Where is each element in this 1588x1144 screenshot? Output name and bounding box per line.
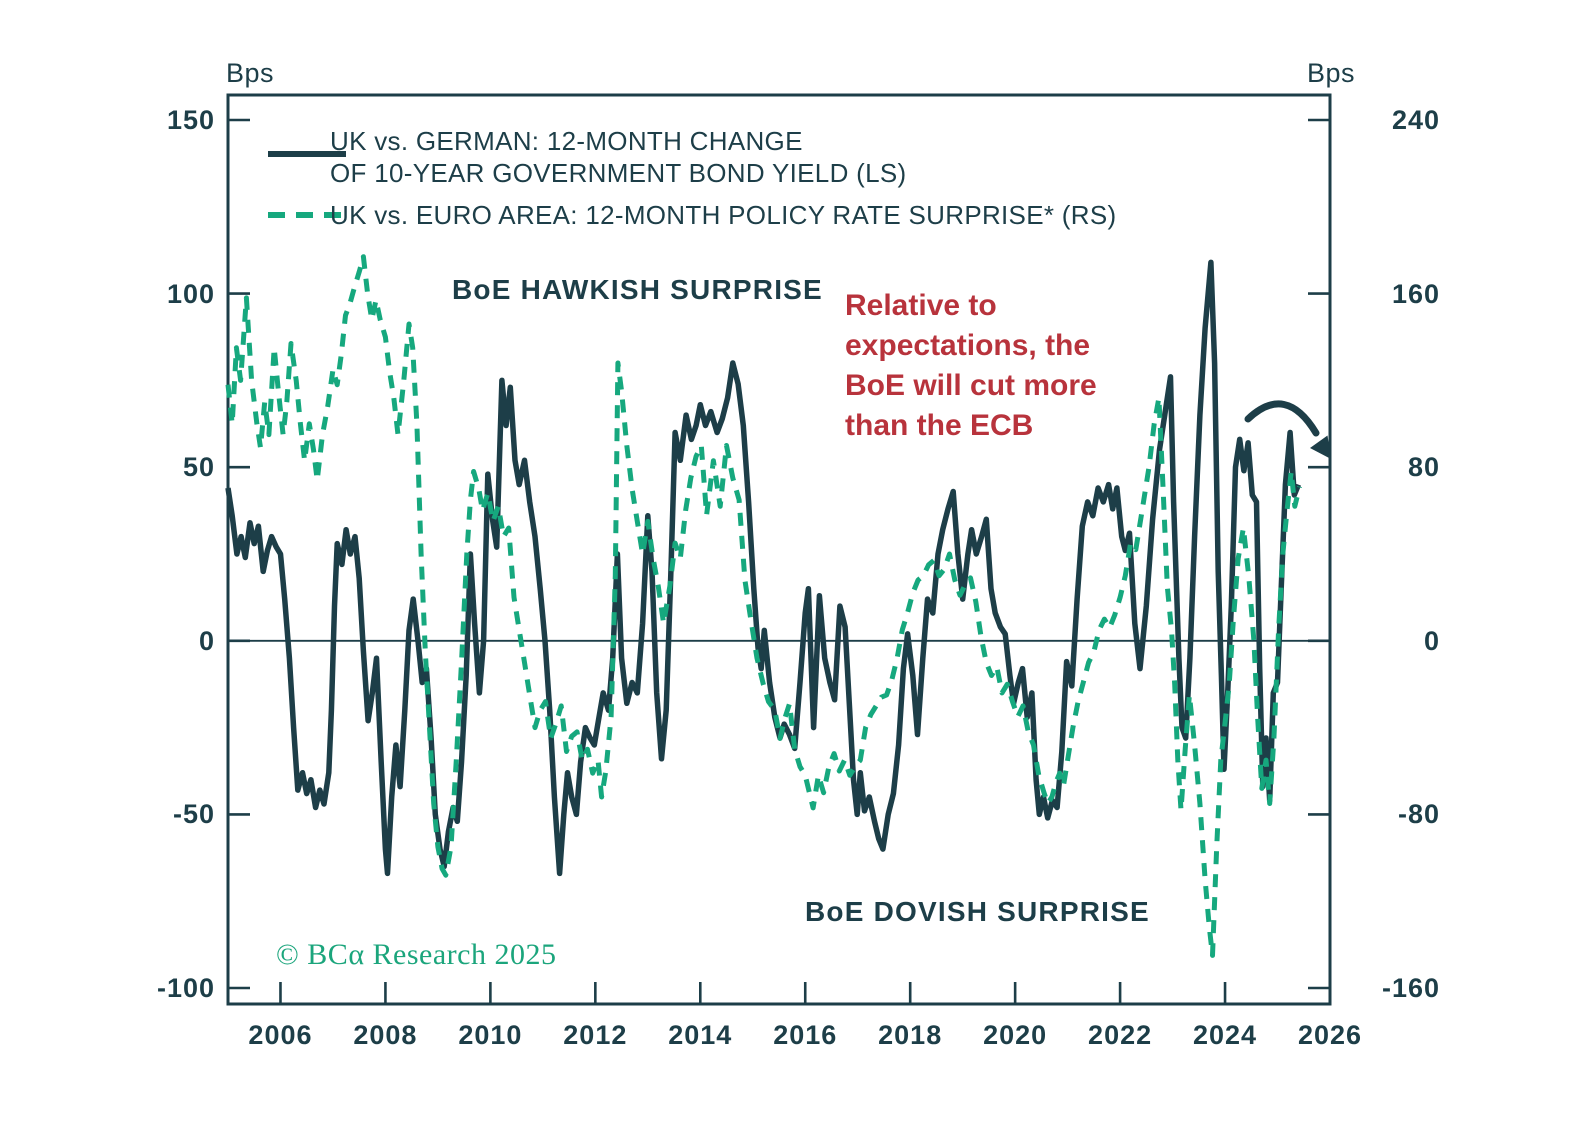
left-axis-tick-labels-item: 0	[198, 625, 215, 656]
x-axis-tick-labels-item: 2022	[1088, 1020, 1153, 1050]
red-note-line3: BoE will cut more	[845, 369, 1097, 402]
x-axis-tick-labels-item: 2016	[773, 1020, 838, 1050]
policy-rate-surprise-line	[225, 254, 1303, 958]
right-axis-tick-labels-item: -160	[1381, 973, 1440, 1003]
right-axis-tick-labels-item: 80	[1407, 452, 1440, 483]
left-axis-tick-labels-item: -50	[172, 799, 215, 830]
legend-solid-line-swatch	[268, 151, 346, 157]
x-axis-tick-labels-item: 2010	[458, 1020, 523, 1050]
x-axis-tick-labels-item: 2012	[563, 1020, 628, 1050]
right-axis-tick-labels-item: 240	[1391, 105, 1440, 135]
x-axis-tick-labels-item: 2020	[983, 1020, 1048, 1050]
plot-frame	[226, 93, 1332, 1006]
red-note-line1: Relative to	[845, 289, 997, 322]
left-axis-tick-labels-item: 150	[166, 105, 215, 135]
x-axis-tick-labels-item: 2024	[1193, 1020, 1258, 1050]
x-axis-tick-labels-item: 2026	[1297, 1020, 1363, 1050]
legend-dashed-line-swatch	[268, 212, 346, 218]
legend-series1-label-line1: UK vs. GERMAN: 12-MONTH CHANGE	[330, 126, 803, 156]
left-axis-tick-labels-item: -100	[156, 973, 215, 1003]
right-axis-unit-label: Bps	[1307, 58, 1356, 88]
copyright-text: © BCα Research 2025	[276, 938, 557, 971]
red-note-line2: expectations, the	[845, 329, 1091, 362]
red-note: Relative to expectations, the BoE will c…	[845, 286, 1097, 446]
right-axis-tick-labels-item: -80	[1397, 799, 1440, 830]
x-axis-tick-labels-item: 2018	[878, 1020, 943, 1050]
dovish-surprise-label: BoE DOVISH SURPRISE	[805, 896, 1150, 927]
hawkish-surprise-label: BoE HAWKISH SURPRISE	[452, 274, 823, 305]
bond-yield-line	[225, 259, 1302, 877]
legend-series1-label-line2: OF 10-YEAR GOVERNMENT BOND YIELD (LS)	[330, 158, 907, 188]
red-note-line4: than the ECB	[845, 409, 1034, 442]
left-axis-unit-label: Bps	[226, 58, 275, 88]
left-axis-tick-labels-item: 100	[166, 278, 215, 309]
legend-series2-label: UK vs. EURO AREA: 12-MONTH POLICY RATE S…	[330, 200, 1117, 230]
right-axis-tick-labels-item: 160	[1391, 278, 1440, 309]
x-axis-tick-labels-item: 2006	[248, 1020, 313, 1050]
x-axis-tick-labels-item: 2008	[353, 1020, 418, 1050]
x-axis-tick-labels-item: 2014	[668, 1020, 733, 1050]
right-axis-tick-labels-item: 0	[1423, 625, 1440, 656]
left-axis-tick-labels-item: 50	[182, 452, 215, 483]
